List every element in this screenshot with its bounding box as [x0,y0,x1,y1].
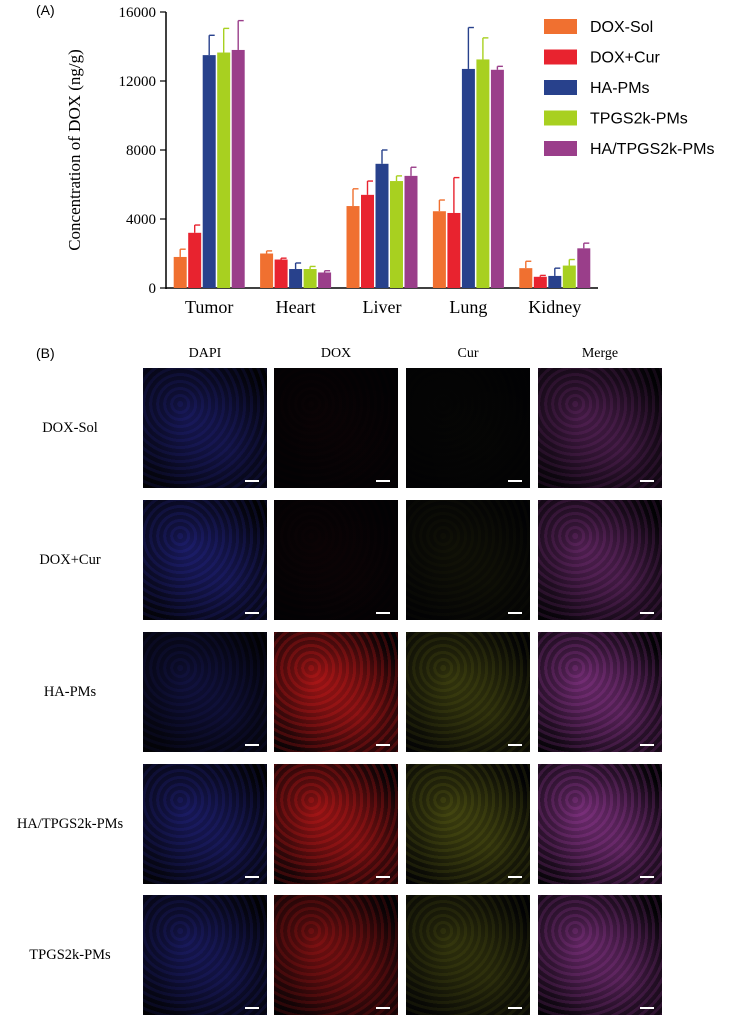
micrograph-merge [538,895,662,1015]
bar [217,52,231,288]
bar [577,248,591,288]
bar [562,265,576,288]
scale-bar [376,612,390,614]
legend-swatch [544,49,577,65]
micrograph-merge [538,368,662,488]
y-axis-label: Concentration of DOX (ng/g) [65,49,84,251]
legend-swatch [544,80,577,95]
bar [390,181,403,288]
micrograph-cur [406,368,530,488]
scale-bar [640,876,654,878]
scale-bar [640,744,654,746]
bar [260,253,274,288]
bar [548,275,562,288]
row-label: TPGS2k-PMs [29,947,111,963]
micrograph-dox [274,500,398,620]
micrograph-dapi [143,368,267,488]
scale-bar [245,744,259,746]
panel-b-label: (B) [36,345,55,361]
col-head-dapi: DAPI [188,346,222,361]
col-head-cur: Cur [457,346,479,361]
scale-bar [376,744,390,746]
x-tick-label: Liver [363,297,402,317]
panel-a-label: (A) [36,2,55,18]
micrograph-merge [538,632,662,752]
bar [519,268,533,288]
micrograph-dapi [143,500,267,620]
legend-swatch [544,141,577,156]
row-label: DOX-Sol [42,420,98,436]
bar [303,269,317,288]
bar [202,55,216,288]
scale-bar [245,876,259,878]
scale-bar [508,612,522,614]
bar [461,68,475,288]
bar [447,212,461,288]
row-label: HA/TPGS2k-PMs [16,816,124,832]
col-head-merge: Merge [581,346,619,361]
row-label: DOX+Cur [39,552,101,568]
scale-bar [640,480,654,482]
col-head-dox: DOX [320,346,352,361]
micrograph-dapi [143,764,267,884]
micrograph-dox [274,764,398,884]
row-label: HA-PMs [43,684,97,700]
bar [361,194,374,288]
y-tick-label: 12000 [119,74,157,90]
y-tick-label: 16000 [119,5,157,21]
micrograph-cur [406,500,530,620]
micrograph-dapi [143,632,267,752]
bar [318,272,332,288]
scale-bar [376,480,390,482]
bar [476,59,490,288]
x-tick-label: Heart [276,297,316,317]
scale-bar [508,876,522,878]
bar [274,259,288,288]
micrograph-cur [406,632,530,752]
x-tick-label: Tumor [185,297,233,317]
micrograph-dox [274,368,398,488]
bar [490,69,504,288]
micrograph-merge [538,764,662,884]
legend-swatch [544,110,577,126]
legend-label: DOX-Sol [590,19,653,36]
micrograph-cur [406,764,530,884]
bar [231,49,245,289]
scale-bar [508,1007,522,1009]
bar [346,206,360,288]
bar-chart: 0 4000 8000 12000 16000 Concentration of DOX … [65,5,714,317]
scale-bar [508,480,522,482]
bar [188,232,202,288]
bar [432,211,446,288]
bar [375,163,389,288]
scale-bar [376,1007,390,1009]
scale-bar [640,1007,654,1009]
x-tick-label: Lung [449,297,487,317]
micrograph-dox [274,632,398,752]
bar [533,276,547,288]
micrograph-merge [538,500,662,620]
micrograph-dapi [143,895,267,1015]
x-tick-label: Kidney [528,297,581,317]
scale-bar [640,612,654,614]
scale-bar [376,876,390,878]
micrograph-dox [274,895,398,1015]
legend-label: HA-PMs [590,80,650,97]
bar [289,269,303,288]
scale-bar [508,744,522,746]
bar [404,175,418,288]
legend-label: TPGS2k-PMs [590,111,688,128]
scale-bar [245,480,259,482]
scale-bar [245,612,259,614]
y-tick-label: 4000 [126,212,156,228]
legend-swatch [544,19,577,34]
bar [173,256,187,288]
legend-label: DOX+Cur [590,50,660,67]
y-tick-label: 0 [149,281,157,297]
legend-label: HA/TPGS2k-PMs [590,141,714,158]
y-tick-label: 8000 [126,143,156,159]
micrograph-cur [406,895,530,1015]
scale-bar [245,1007,259,1009]
